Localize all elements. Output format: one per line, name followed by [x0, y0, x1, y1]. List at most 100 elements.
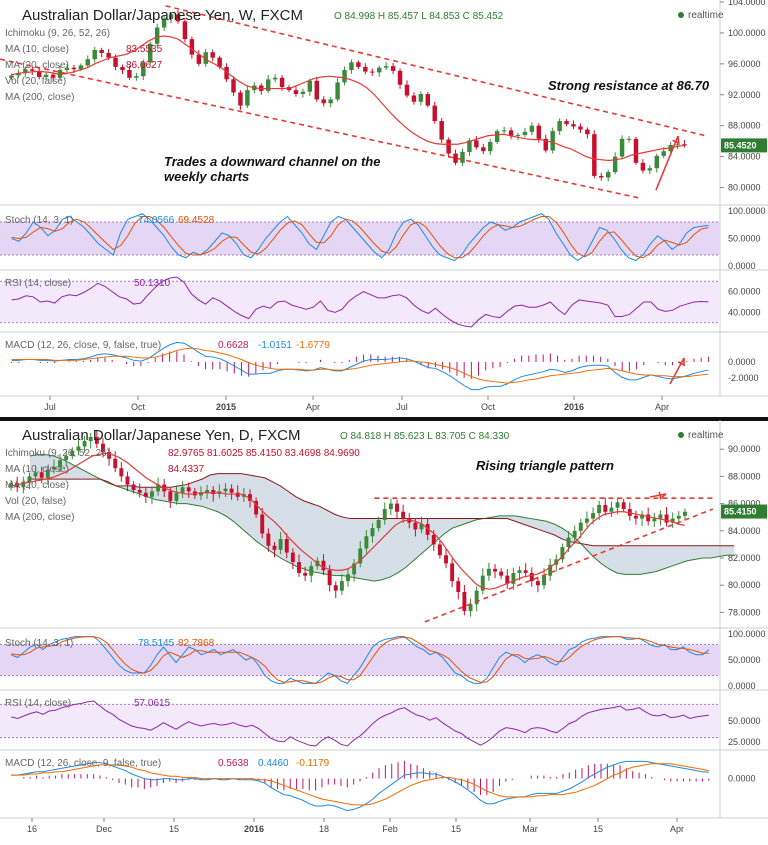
- candle-body: [293, 90, 299, 94]
- candle-body: [175, 14, 181, 22]
- candle-body: [33, 472, 38, 477]
- ichimoku-cloud: [30, 454, 735, 582]
- candle-body: [474, 590, 479, 605]
- candle-body: [260, 514, 265, 534]
- stoch-k-value: 78.5145: [138, 638, 175, 649]
- candle-body: [488, 141, 493, 152]
- candle-body: [346, 574, 350, 582]
- x-tick-label: Apr: [670, 824, 684, 834]
- candle-body: [572, 530, 577, 538]
- x-tick-label: Oct: [131, 402, 146, 412]
- candle-body: [45, 469, 50, 478]
- candle-body: [27, 476, 32, 482]
- rsi-line: [11, 276, 709, 328]
- up-arrow-main-head: [672, 135, 680, 145]
- candle-body: [113, 458, 118, 469]
- y-tick-label: 90.0000: [728, 444, 761, 454]
- y-tick-label: 88.0000: [728, 471, 761, 481]
- candle-body: [64, 456, 69, 461]
- candle-body: [148, 43, 153, 63]
- candle-body: [493, 568, 497, 572]
- candle-body: [670, 518, 675, 523]
- y-tick-label: 92.0000: [728, 90, 761, 100]
- y-tick-label: 78.0000: [728, 607, 761, 617]
- candle-body: [125, 476, 130, 485]
- candle-body: [603, 504, 608, 512]
- macd-label: MACD (12, 26, close, 9, false, true): [5, 340, 161, 351]
- rsi-y-tick: 40.0000: [728, 307, 761, 317]
- candle-body: [578, 522, 583, 531]
- candle-body: [231, 79, 236, 93]
- x-tick-label: 2016: [564, 402, 584, 412]
- candle-body: [633, 515, 638, 519]
- stoch-k-line: [11, 213, 709, 262]
- stoch-d-line: [11, 216, 709, 259]
- indicator-label: Ichimoku (9, 26, 52, 26): [5, 28, 110, 39]
- indicator-value: 86.0627: [126, 60, 163, 71]
- candle-body: [658, 514, 663, 519]
- candle-body: [640, 514, 645, 519]
- stoch-d-value: 82.7868: [178, 638, 215, 649]
- stoch-d-line: [11, 636, 709, 684]
- candle-body: [245, 90, 250, 106]
- candle-body: [364, 536, 369, 549]
- ohlc-values: O 84.998 H 85.457 L 84.853 C 85.452: [334, 11, 504, 22]
- candle-body: [356, 62, 361, 67]
- macd-signal-line: [11, 763, 709, 806]
- y-tick-label: 82.0000: [728, 553, 761, 563]
- macd-signal-value: -1.0151: [258, 340, 292, 351]
- candle-body: [297, 562, 301, 573]
- stoch-label: Stoch (14, 3, 1): [5, 215, 73, 226]
- indicator-label: Vol (20, false): [5, 496, 66, 507]
- rsi-y-tick: 60.0000: [728, 287, 761, 297]
- candle-body: [106, 53, 111, 58]
- candle-body: [92, 49, 97, 60]
- x-tick-label: 18: [319, 824, 329, 834]
- macd-signal-line: [11, 347, 709, 384]
- candle-body: [168, 491, 173, 501]
- candle-body: [578, 126, 583, 130]
- candle-body: [432, 105, 437, 122]
- candle-body: [333, 585, 338, 591]
- indicator-label: MA (10, close): [5, 44, 69, 55]
- candle-body: [189, 39, 195, 55]
- candle-body: [640, 162, 646, 171]
- candle-body: [321, 99, 326, 104]
- candle-body: [23, 69, 28, 74]
- x-tick-label: Apr: [655, 402, 669, 412]
- price-badge: [721, 138, 767, 153]
- price-badge: [721, 504, 767, 519]
- candle-body: [224, 66, 229, 80]
- candle-body: [100, 443, 105, 452]
- candle-body: [210, 52, 215, 58]
- y-tick-label: 100.0000: [728, 28, 766, 38]
- candle-body: [196, 54, 202, 64]
- candle-body: [571, 124, 576, 127]
- candle-body: [235, 492, 240, 497]
- candle-body: [30, 69, 35, 71]
- candle-body: [480, 575, 485, 591]
- candle-body: [508, 130, 514, 136]
- y-tick-label: 80.0000: [728, 580, 761, 590]
- candle-body: [382, 509, 387, 520]
- candle-body: [437, 544, 442, 556]
- candle-body: [339, 581, 344, 591]
- rsi-line: [11, 700, 709, 747]
- candle-body: [515, 134, 521, 136]
- candle-body: [566, 537, 571, 548]
- stoch-label: Stoch (14, 3, 1): [5, 638, 73, 649]
- candle-body: [494, 131, 500, 142]
- x-tick-label: 16: [27, 824, 37, 834]
- candle-body: [85, 59, 91, 66]
- candle-body: [150, 491, 154, 497]
- candle-body: [238, 92, 243, 106]
- candle-body: [300, 91, 306, 94]
- candle-body: [376, 519, 381, 529]
- candle-body: [633, 138, 639, 163]
- rsi-value: 57.0615: [134, 698, 171, 709]
- candle-body: [511, 572, 516, 584]
- candle-body: [661, 151, 666, 156]
- candle-body: [279, 77, 285, 88]
- candle-body: [652, 518, 657, 522]
